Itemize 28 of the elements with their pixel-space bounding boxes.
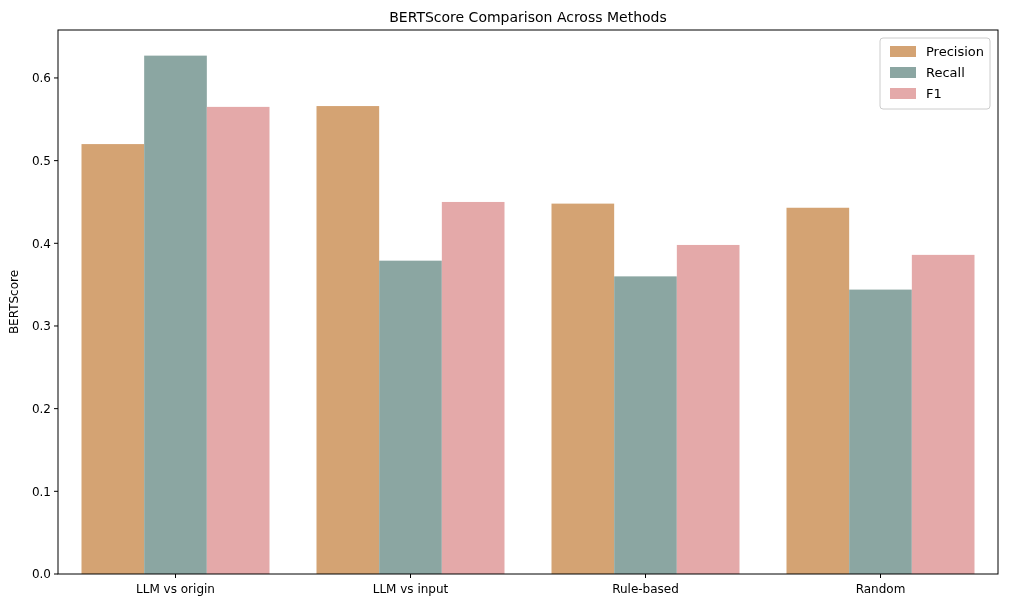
legend-label: Precision xyxy=(926,44,985,59)
y-tick-label: 0.1 xyxy=(31,484,51,499)
y-tick-label: 0.5 xyxy=(31,153,51,168)
y-tick-label: 0.2 xyxy=(31,401,51,416)
bar xyxy=(849,289,912,574)
y-tick-label: 0.3 xyxy=(31,319,51,334)
legend-label: F1 xyxy=(926,86,942,101)
y-tick-label: 0.6 xyxy=(31,71,51,86)
bar xyxy=(911,254,975,574)
bar xyxy=(206,106,270,574)
bar xyxy=(316,106,380,574)
bar xyxy=(441,201,505,574)
bar xyxy=(144,55,207,574)
x-tick-label: Rule-based xyxy=(612,582,679,596)
bar xyxy=(81,144,145,574)
bar xyxy=(551,203,615,574)
bar xyxy=(379,260,442,574)
y-axis-title: BERTScore xyxy=(7,269,21,335)
x-tick-label: Random xyxy=(855,582,906,596)
bar xyxy=(676,244,740,574)
bar xyxy=(786,207,850,574)
x-tick-label: LLM vs origin xyxy=(136,582,215,596)
y-tick-label: 0.0 xyxy=(31,567,51,582)
legend-label: Recall xyxy=(926,65,965,80)
x-tick-label: LLM vs input xyxy=(372,582,449,596)
bar xyxy=(614,276,677,574)
chart-title: BERTScore Comparison Across Methods xyxy=(389,9,667,25)
y-tick-label: 0.4 xyxy=(31,236,51,251)
